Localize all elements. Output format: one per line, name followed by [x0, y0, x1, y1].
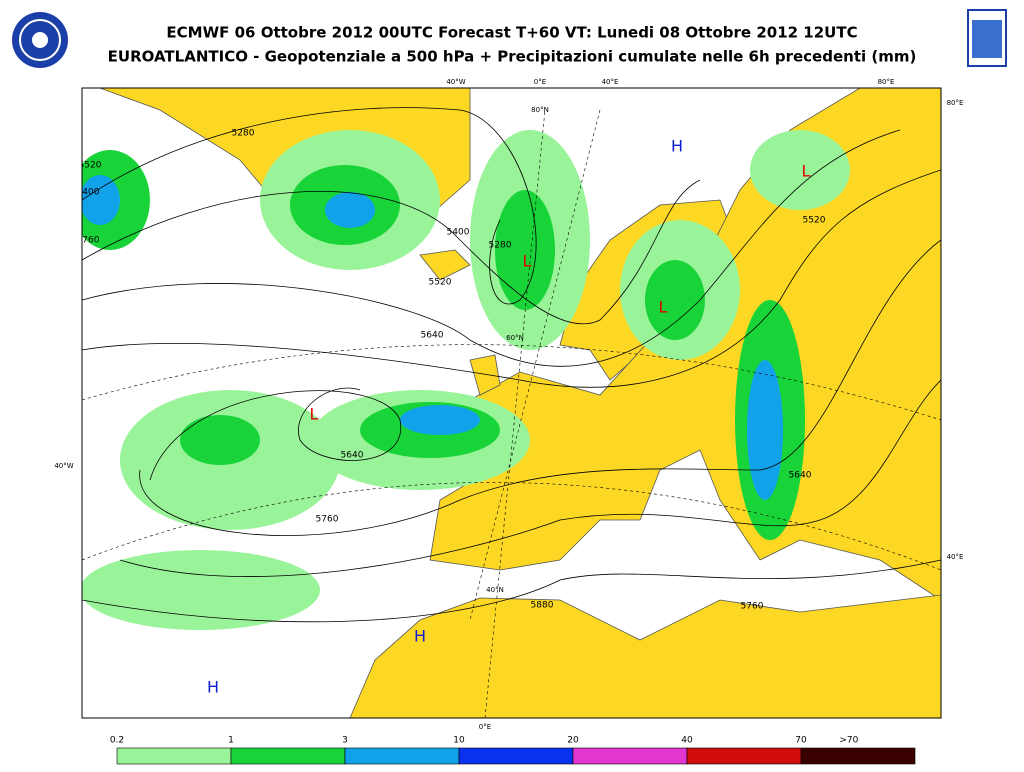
legend-label: 10 [453, 736, 465, 746]
right-logo [967, 9, 1007, 67]
coordinate-label: 0°E [479, 723, 491, 731]
contour-label: 5640 [341, 451, 364, 461]
legend-swatch [344, 747, 460, 765]
map-area: 5280 5520 5400 5760 5400 5280 5520 5640 5640 5760… [77, 88, 941, 718]
contour-label: 5760 [741, 602, 764, 612]
coordinate-label: 0°E [534, 78, 546, 86]
pressure-center: L [802, 162, 811, 181]
contours [82, 107, 941, 623]
title: ECMWF 06 Ottobre 2012 00UTC Forecast T+6… [166, 24, 857, 42]
contour-label: 5520 [803, 216, 826, 226]
contour-label: 5640 [789, 471, 812, 481]
pressure-center: H [671, 137, 683, 156]
map-frame [81, 87, 942, 719]
coordinate-label: 40°E [947, 553, 964, 561]
contour-label: 5400 [77, 188, 100, 198]
contour-label: 5520 [79, 161, 102, 171]
legend-label: 40 [681, 736, 693, 746]
contour-label: 5520 [429, 278, 452, 288]
pressure-center: H [414, 627, 426, 646]
coordinate-label: 60°N [506, 334, 524, 342]
legend-swatch [686, 747, 802, 765]
legend-swatch [458, 747, 574, 765]
legend-swatch [230, 747, 346, 765]
legend-label: 0.2 [110, 736, 124, 746]
pressure-center: H [207, 678, 219, 697]
contour-label: 5640 [421, 331, 444, 341]
coordinate-label: 80°E [947, 99, 964, 107]
coordinate-label: 40°N [486, 586, 504, 594]
legend-label: 3 [342, 736, 348, 746]
contour-label: 5280 [232, 129, 255, 139]
legend-label: 70 [795, 736, 807, 746]
coordinate-label: 40°W [446, 78, 465, 86]
contour-label: 5880 [531, 601, 554, 611]
legend-swatch [116, 747, 232, 765]
precipitation [82, 130, 850, 630]
pressure-center: L [523, 252, 532, 271]
coordinate-label: 40°E [602, 78, 619, 86]
graticule [82, 109, 941, 718]
coordinate-label: 40°W [54, 462, 73, 470]
legend-swatch [800, 747, 916, 765]
contour-label: 5280 [489, 241, 512, 251]
pressure-center: L [659, 298, 668, 317]
left-logo [12, 12, 68, 68]
legend-label: 1 [228, 736, 234, 746]
legend-label: 20 [567, 736, 579, 746]
legend-swatch [572, 747, 688, 765]
contour-label: 5760 [316, 515, 339, 525]
contour-label: 5400 [447, 228, 470, 238]
coordinate-label: 80°E [878, 78, 895, 86]
subtitle: EUROATLANTICO - Geopotenziale a 500 hPa … [108, 48, 917, 66]
legend-label: >70 [839, 736, 858, 746]
coordinate-label: 80°N [531, 106, 549, 114]
pressure-center: L [310, 405, 319, 424]
contour-label: 5760 [77, 236, 100, 246]
